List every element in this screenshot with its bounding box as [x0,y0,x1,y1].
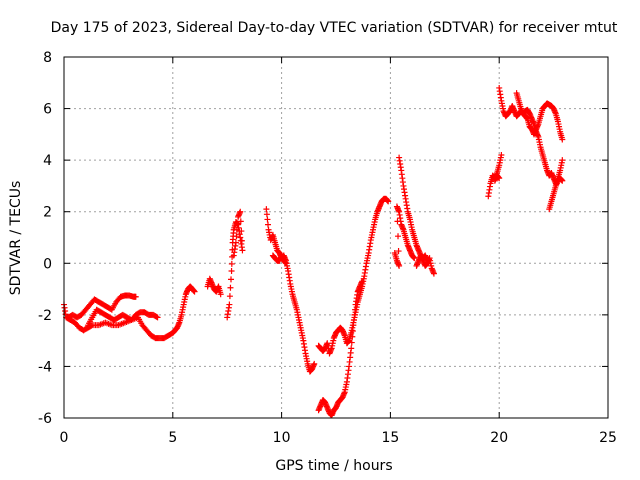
data-point-marker [227,284,234,291]
data-point-marker [385,198,392,205]
data-point-marker [424,257,431,264]
data-point-marker [226,301,233,308]
data-point-marker [132,293,139,300]
data-point-marker [235,213,242,220]
data-point-marker [395,233,402,240]
data-point-marker [265,221,271,228]
data-point-marker [348,345,355,352]
data-point-marker [282,260,289,267]
data-point-marker [559,177,566,184]
data-point-marker [311,360,318,367]
data-point-marker [263,211,270,218]
y-tick-label: -4 [38,359,52,375]
data-point-marker [395,248,402,255]
data-point-marker [351,311,358,318]
axis-ticks: 0 5 10 15 20 25 -6 -4 -2 0 2 4 6 8 [38,50,617,446]
x-tick-label: 0 [60,430,69,446]
data-point-marker [498,151,505,158]
data-point-marker [238,228,245,235]
data-point-marker [191,288,198,295]
data-point-marker [217,291,224,298]
data-point-marker [153,313,160,320]
data-point-marker [350,317,357,324]
data-point-marker [230,252,237,259]
data-point-marker [348,339,355,346]
y-tick-label: -6 [38,411,52,427]
data-point-marker [349,327,356,334]
data-point-marker [396,262,403,269]
y-axis-title: SDTVAR / TECUs [8,181,24,296]
data-point-marker [154,314,161,321]
data-point-marker [228,260,235,267]
data-point-marker [234,220,241,227]
data-point-marker [228,268,235,275]
data-point-marker [238,237,245,244]
data-point-marker [264,216,271,223]
data-point-marker [349,333,356,340]
data-point-marker [233,226,240,233]
data-point-marker [226,293,233,300]
data-point-marker [352,306,359,313]
y-tick-label: 4 [43,153,52,169]
grid-layer [64,57,608,418]
data-point-marker [237,218,244,225]
y-tick-label: -2 [38,308,52,324]
data-point-marker [430,270,437,277]
x-tick-label: 20 [490,430,508,446]
data-point-marker [239,247,246,254]
y-tick-label: 0 [43,256,52,272]
y-tick-label: 8 [43,50,52,66]
y-tick-label: 2 [43,205,52,221]
data-point-marker [228,276,235,283]
data-point-marker [350,322,357,329]
data-point-marker [559,136,566,143]
data-point-marker [359,278,366,285]
y-tick-label: 6 [43,102,52,118]
data-point-marker [233,233,240,240]
x-tick-label: 5 [168,430,177,446]
chart-title: Day 175 of 2023, Sidereal Day-to-day VTE… [51,20,618,36]
data-point-marker [411,255,418,262]
data-point-marker [496,175,503,182]
data-point-marker [263,206,270,213]
plot-frame [63,56,609,419]
x-tick-label: 10 [273,430,291,446]
data-point-marker [559,157,566,164]
x-tick-label: 15 [381,430,399,446]
data-points [61,84,566,419]
x-axis-title: GPS time / hours [275,458,392,474]
x-tick-label: 25 [599,430,617,446]
